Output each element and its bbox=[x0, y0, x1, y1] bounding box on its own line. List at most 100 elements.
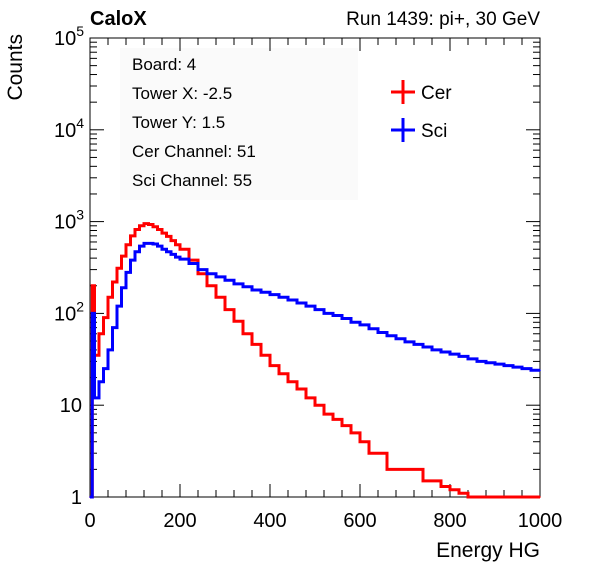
data-point-sci bbox=[422, 346, 424, 348]
data-point-sci bbox=[440, 351, 442, 353]
plot-frame bbox=[89, 37, 541, 498]
data-point-cer bbox=[287, 380, 289, 383]
data-point-cer bbox=[134, 228, 136, 231]
data-point-cer bbox=[91, 284, 94, 287]
data-point-sci bbox=[377, 331, 379, 334]
data-point-cer bbox=[179, 248, 181, 251]
series-group bbox=[89, 222, 541, 499]
data-point-cer bbox=[404, 468, 406, 471]
data-point-cer bbox=[314, 404, 316, 407]
data-point-sci bbox=[156, 245, 159, 247]
data-point-cer bbox=[449, 488, 451, 491]
data-point-cer bbox=[156, 228, 159, 231]
series-line-sci bbox=[90, 241, 540, 499]
data-point-cer bbox=[377, 452, 379, 455]
data-point-cer bbox=[125, 243, 127, 246]
data-point-sci bbox=[332, 314, 334, 317]
data-point-sci bbox=[368, 327, 370, 330]
data-point-cer bbox=[494, 496, 496, 498]
data-point-sci bbox=[530, 369, 532, 372]
data-point-sci bbox=[129, 259, 132, 261]
data-point-sci bbox=[503, 364, 505, 367]
data-point-cer bbox=[147, 223, 150, 226]
data-point-sci bbox=[152, 243, 154, 245]
data-point-sci bbox=[386, 335, 388, 337]
data-point-cer bbox=[458, 492, 460, 495]
data-point-sci bbox=[174, 256, 177, 258]
data-point-sci bbox=[314, 308, 316, 311]
data-point-sci bbox=[170, 253, 172, 256]
data-point-cer bbox=[98, 332, 100, 335]
data-point-cer bbox=[197, 273, 199, 275]
tick-labels: 0 200 400 600 800 1000 1 10 102 103 104 105 bbox=[54, 23, 562, 532]
data-point-sci bbox=[413, 343, 415, 346]
data-point-cer bbox=[341, 424, 343, 427]
y-tick-label: 10 bbox=[60, 395, 82, 417]
data-point-cer bbox=[215, 296, 217, 299]
data-point-sci bbox=[116, 305, 118, 307]
data-point-sci bbox=[93, 397, 96, 399]
data-point-cer bbox=[296, 388, 298, 390]
data-point-sci bbox=[215, 276, 217, 278]
data-point-cer bbox=[260, 354, 262, 357]
x-tick-label: 600 bbox=[343, 510, 376, 532]
data-point-sci bbox=[161, 248, 163, 251]
data-point-cer bbox=[278, 372, 280, 375]
y-tick-label: 103 bbox=[54, 207, 84, 234]
data-point-cer bbox=[174, 243, 177, 246]
data-point-cer bbox=[476, 496, 478, 498]
data-point-cer bbox=[152, 225, 154, 228]
data-point-sci bbox=[323, 312, 325, 315]
info-line: Board: 4 bbox=[132, 55, 196, 74]
data-point-sci bbox=[449, 353, 451, 355]
legend-label-sci: Sci bbox=[421, 121, 447, 142]
data-point-sci bbox=[224, 279, 226, 281]
data-point-cer bbox=[165, 235, 168, 238]
data-point-cer bbox=[395, 468, 397, 471]
data-point-cer bbox=[386, 468, 388, 471]
data-point-sci bbox=[179, 258, 181, 260]
data-point-cer bbox=[530, 496, 532, 498]
data-point-sci bbox=[458, 355, 460, 358]
data-point-sci bbox=[359, 324, 361, 326]
x-tick-label: 800 bbox=[433, 510, 466, 532]
data-point-cer bbox=[485, 496, 487, 498]
data-point-sci bbox=[260, 291, 262, 294]
data-point-sci bbox=[89, 496, 91, 498]
info-line: Tower X: -2.5 bbox=[132, 84, 232, 103]
data-point-sci bbox=[251, 289, 253, 291]
data-point-cer bbox=[359, 440, 361, 443]
data-point-sci bbox=[233, 283, 235, 285]
x-tick-label: 1000 bbox=[518, 510, 563, 532]
x-axis-label: Energy HG bbox=[436, 539, 540, 562]
data-point-sci bbox=[278, 296, 280, 299]
data-point-sci bbox=[350, 321, 352, 324]
info-box-lines: Board: 4 Tower X: -2.5 Tower Y: 1.5 Cer Cha… bbox=[132, 55, 256, 190]
data-point-sci bbox=[107, 349, 109, 351]
data-point-cer bbox=[269, 364, 271, 367]
data-point-sci bbox=[404, 341, 406, 343]
data-point-cer bbox=[120, 255, 123, 257]
data-point-cer bbox=[350, 432, 352, 434]
y-tick-label: 105 bbox=[54, 23, 84, 50]
data-point-sci bbox=[147, 242, 150, 245]
data-point-cer bbox=[251, 343, 253, 346]
y-axis-label: Counts bbox=[4, 34, 27, 101]
data-point-sci bbox=[134, 250, 136, 253]
data-point-sci bbox=[341, 317, 343, 320]
info-box bbox=[120, 48, 358, 200]
y-tick-label: 104 bbox=[54, 115, 84, 142]
data-point-sci bbox=[287, 299, 289, 301]
y-tick-label: 102 bbox=[54, 298, 84, 325]
data-point-sci bbox=[188, 262, 190, 265]
x-tick-label: 0 bbox=[84, 510, 95, 532]
data-point-cer bbox=[129, 235, 132, 237]
data-point-sci bbox=[120, 287, 123, 289]
data-point-cer bbox=[143, 222, 145, 225]
data-point-cer bbox=[224, 308, 226, 311]
data-point-sci bbox=[197, 268, 199, 271]
info-line: Cer Channel: 51 bbox=[132, 142, 256, 161]
legend: Cer Sci bbox=[391, 80, 452, 142]
info-line: Tower Y: 1.5 bbox=[132, 113, 225, 132]
data-point-sci bbox=[143, 242, 145, 245]
